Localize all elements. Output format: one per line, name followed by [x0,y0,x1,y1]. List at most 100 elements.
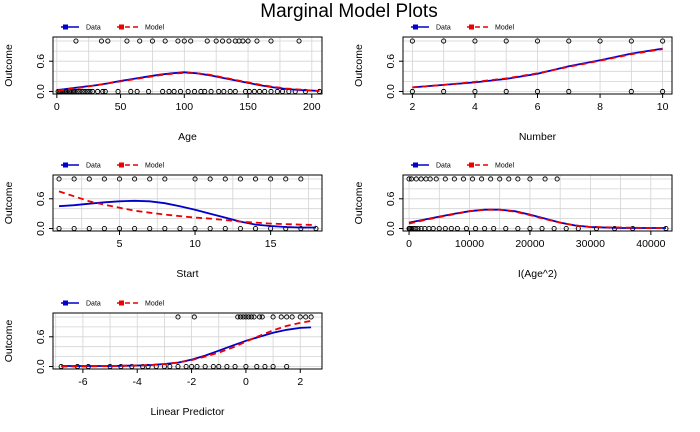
panel-2: 2 4 6 8 10 0.0 0.6 Number Outcome Data Model [353,24,673,143]
data-point-outcome-0 [472,225,479,232]
data-point-outcome-0 [89,88,96,95]
data-point-outcome-0 [128,88,134,95]
data-point-outcome-1 [534,38,541,44]
data-point-outcome-0 [232,363,238,370]
data-point-outcome-0 [262,88,268,95]
x-tick-label: 200 [303,101,321,113]
figure-title: Marginal Model Plots [260,1,437,22]
legend-data-marker [63,24,68,30]
x-axis-title: Linear Predictor [150,406,225,418]
data-point-outcome-1 [162,176,168,182]
data-point-outcome-0 [192,225,198,232]
data-point-outcome-1 [213,38,219,44]
data-point-outcome-0 [227,88,233,95]
data-point-outcome-1 [298,176,304,182]
data-point-outcome-0 [274,88,280,95]
legend-data-label: Data [436,25,451,32]
data-point-outcome-0 [409,88,415,95]
x-axis-title: Number [519,131,557,143]
data-point-outcome-1 [433,176,439,182]
data-point-outcome-1 [259,314,265,320]
data-point-outcome-0 [100,88,106,95]
y-tick-label: 0.0 [35,359,47,374]
legend-data-marker [63,300,68,306]
data-point-outcome-1 [268,176,274,182]
legend-data-marker [413,24,418,30]
data-point-outcome-0 [284,363,290,370]
y-axis-title: Outcome [3,44,15,87]
data-point-outcome-1 [237,314,244,320]
data-point-outcome-0 [563,225,569,232]
x-tick-label: 5 [117,238,123,250]
data-point-outcome-1 [71,176,77,182]
data-point-outcome-0 [210,363,216,370]
data-point-outcome-1 [297,314,303,320]
x-tick-label: 10 [657,101,669,113]
data-point-outcome-1 [137,38,143,44]
data-point-outcome-0 [313,225,319,232]
data-point-outcome-0 [503,225,509,232]
y-tick-label: 0.0 [385,221,397,236]
data-point-outcome-0 [207,225,213,232]
legend-data-label: Data [436,163,451,170]
model-smooth-line [58,190,317,226]
data-point-outcome-0 [167,363,173,370]
legend-model-marker [119,24,124,30]
data-point-outcome-0 [503,88,509,95]
data-point-outcome-1 [132,176,138,182]
data-point-outcome-0 [82,88,88,95]
data-point-outcome-0 [243,363,249,370]
data-point-outcome-0 [191,88,198,95]
legend-model-label: Model [495,163,515,170]
data-point-outcome-0 [436,225,442,232]
data-point-outcome-1 [451,176,457,182]
data-point-outcome-0 [87,88,93,95]
data-point-outcome-1 [296,38,302,44]
data-point-outcome-1 [240,38,246,44]
data-point-outcome-1 [245,38,251,44]
data-point-outcome-0 [147,225,153,232]
x-tick-label: 0 [54,101,60,113]
data-point-outcome-0 [298,225,304,232]
data-point-outcome-0 [202,363,208,370]
data-point-outcome-1 [220,38,226,44]
data-point-outcome-0 [132,225,138,232]
data-point-outcome-1 [192,176,198,182]
x-tick-label: 30000 [576,238,605,250]
data-point-outcome-1 [660,38,666,44]
data-point-outcome-0 [262,363,268,370]
data-point-outcome-1 [413,176,419,182]
data-point-outcome-1 [191,314,197,320]
data-point-outcome-1 [628,38,634,44]
legend-data-label: Data [86,25,101,32]
y-tick-label: 0.6 [385,54,397,69]
data-point-outcome-0 [246,88,252,95]
data-point-outcome-0 [216,363,222,370]
data-point-outcome-1 [497,176,503,182]
y-axis-title: Outcome [353,44,365,87]
data-point-outcome-0 [102,88,108,95]
model-smooth-line [61,320,312,368]
data-point-outcome-0 [482,225,488,232]
data-point-outcome-1 [409,38,415,44]
legend-model-label: Model [495,25,515,32]
data-point-outcome-0 [472,88,478,95]
y-tick-label: 0.0 [385,84,397,99]
data-point-outcome-0 [415,225,421,232]
data-point-outcome-0 [162,225,168,232]
data-point-outcome-1 [105,38,111,44]
data-point-outcome-1 [472,38,478,44]
x-tick-label: -2 [187,376,196,388]
data-point-outcome-0 [454,225,460,232]
data-point-outcome-0 [72,88,78,95]
data-point-outcome-1 [427,176,433,182]
data-point-outcome-1 [441,38,447,44]
y-tick-label: 0.6 [35,191,47,206]
x-tick-label: 100 [176,101,194,113]
data-point-outcome-1 [188,38,194,44]
data-point-outcome-1 [124,38,130,44]
data-point-outcome-0 [183,363,189,370]
plot-frame [402,174,673,232]
data-point-outcome-1 [418,176,424,182]
